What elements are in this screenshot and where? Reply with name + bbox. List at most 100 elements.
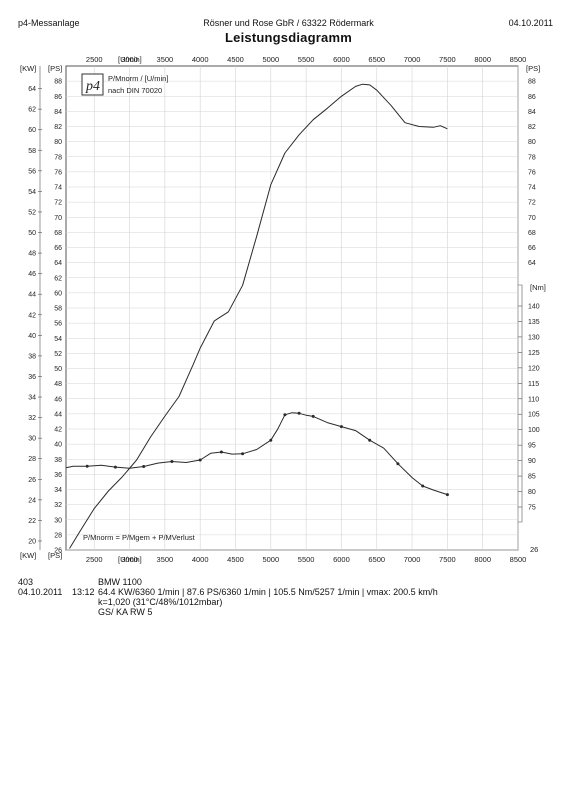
- left-ps-tick: 32: [54, 502, 62, 509]
- left-kw-tick: 62: [28, 107, 36, 114]
- x-tick-label-bottom: 7000: [404, 555, 421, 564]
- torque-point: [445, 493, 449, 497]
- x-tick-label-top: 8500: [510, 55, 527, 64]
- left-ps-tick: 86: [54, 94, 62, 101]
- torque-point: [269, 438, 273, 442]
- left-kw-tick: 24: [28, 497, 36, 504]
- axes: 2500 2500 3000 3000 3500 3500 4000 4000 4500 4500…: [28, 55, 540, 564]
- torque-point: [241, 452, 245, 456]
- left-kw-tick: 60: [28, 127, 36, 134]
- left-ps-tick: 28: [54, 532, 62, 539]
- header-company: Rösner und Rose GbR / 63322 Rödermark: [203, 18, 374, 28]
- result-date: 04.10.2011: [18, 587, 63, 597]
- result-note: GS/ KA RW 5: [98, 607, 153, 617]
- right-nm-tick: 80: [528, 489, 536, 496]
- left-kw-tick: 64: [28, 86, 36, 93]
- x-tick-label-top: 6500: [368, 55, 385, 64]
- left-ps-tick: 64: [54, 260, 62, 267]
- left-ps-tick: 34: [54, 487, 62, 494]
- right-nm-tick: 110: [528, 396, 539, 403]
- legend-line2: nach DIN 70020: [108, 86, 162, 95]
- left-kw-tick: 32: [28, 415, 36, 422]
- right-ps-tick: 84: [528, 109, 536, 116]
- x-tick-label-top: 3500: [157, 55, 174, 64]
- right-nm-tick: 85: [528, 474, 536, 481]
- right-nm-tick: 90: [528, 458, 536, 465]
- logo-box: [81, 73, 104, 96]
- right-nm-tick: 140: [528, 304, 540, 311]
- x-tick-label-top: 7500: [439, 55, 456, 64]
- legend-box: p4 P/Mnorm / [U/min] nach DIN 70020: [81, 73, 168, 96]
- right-ps-tick: 70: [528, 215, 536, 222]
- x-tick-label-bottom: 4500: [227, 555, 244, 564]
- right-nm-label: [Nm]: [530, 283, 546, 292]
- torque-curve: [65, 412, 448, 496]
- right-ps-tick: 66: [528, 245, 536, 252]
- grid: [66, 66, 519, 551]
- page-title: Leistungsdiagramm: [225, 30, 352, 45]
- right-ps-tick: 82: [528, 124, 536, 131]
- torque-point: [368, 438, 372, 442]
- right-ps-tick: 74: [528, 185, 536, 192]
- left-ps-tick: 36: [54, 472, 62, 479]
- left-kw-tick: 28: [28, 456, 36, 463]
- left-ps-tick: 82: [54, 124, 62, 131]
- torque-point: [85, 464, 89, 468]
- series-group: [65, 83, 449, 549]
- right-bottom-label: 26: [530, 545, 538, 554]
- left-ps-tick: 72: [54, 200, 62, 207]
- left-ps-tick: 84: [54, 109, 62, 116]
- torque-point: [339, 425, 343, 429]
- left-ps-tick: 78: [54, 154, 62, 161]
- right-nm-tick: 125: [528, 350, 540, 357]
- right-ps-tick: 88: [528, 79, 536, 86]
- logo-text: p4: [85, 79, 100, 94]
- left-ps-tick: 60: [54, 290, 62, 297]
- right-nm-tick: 100: [528, 427, 540, 434]
- right-nm-tick: 105: [528, 412, 540, 419]
- left-ps-tick: 66: [54, 245, 62, 252]
- torque-point: [396, 462, 400, 466]
- result-id: 403: [18, 577, 34, 587]
- left-kw-tick: 34: [28, 395, 36, 402]
- left-ps-tick: 42: [54, 427, 62, 434]
- right-nm-axis-bracket: [518, 284, 523, 523]
- result-summary: 64.4 KW/6360 1/min | 87.6 PS/6360 1/min …: [98, 587, 438, 597]
- left-ps-tick: 46: [54, 396, 62, 403]
- x-tick-label-bottom: 5000: [262, 555, 279, 564]
- torque-point: [283, 413, 287, 417]
- right-nm-tick: 115: [528, 381, 539, 388]
- x-tick-label-bottom: 4000: [192, 555, 209, 564]
- vehicle-name: BMW 1100: [98, 577, 142, 587]
- left-ps-tick: 62: [54, 275, 62, 282]
- right-ps-tick: 86: [528, 94, 536, 101]
- left-ps-tick: 58: [54, 306, 62, 313]
- left-ps-tick: 80: [54, 139, 62, 146]
- left-kw-tick: 36: [28, 374, 36, 381]
- left-kw-tick: 56: [28, 168, 36, 175]
- right-ps-label: [PS]: [526, 64, 540, 73]
- right-ps-tick: 78: [528, 154, 536, 161]
- left-kw-tick: 54: [28, 189, 36, 196]
- x-tick-label-bottom: 7500: [439, 555, 456, 564]
- torque-point: [421, 484, 425, 488]
- left-ps-tick: 44: [54, 411, 62, 418]
- x-tick-label-bottom: 6500: [368, 555, 385, 564]
- left-kw-tick: 44: [28, 292, 36, 299]
- left-kw-tick: 48: [28, 251, 36, 258]
- left-ps-tick: 54: [54, 336, 62, 343]
- left-ps-label-bottom: [PS]: [48, 551, 62, 560]
- x-tick-label-top: 5000: [262, 55, 279, 64]
- left-ps-label: [PS]: [48, 64, 62, 73]
- x-unit-top: [U/min]: [118, 55, 142, 64]
- x-tick-label-bottom: 2500: [86, 555, 103, 564]
- legend-line1: P/Mnorm / [U/min]: [108, 74, 168, 83]
- torque-point: [219, 450, 223, 454]
- left-ps-tick: 74: [54, 185, 62, 192]
- left-kw-tick: 22: [28, 518, 36, 525]
- left-kw-tick: 52: [28, 209, 36, 216]
- right-ps-tick: 76: [528, 169, 536, 176]
- x-tick-label-bottom: 8000: [474, 555, 491, 564]
- left-kw-tick: 58: [28, 148, 36, 155]
